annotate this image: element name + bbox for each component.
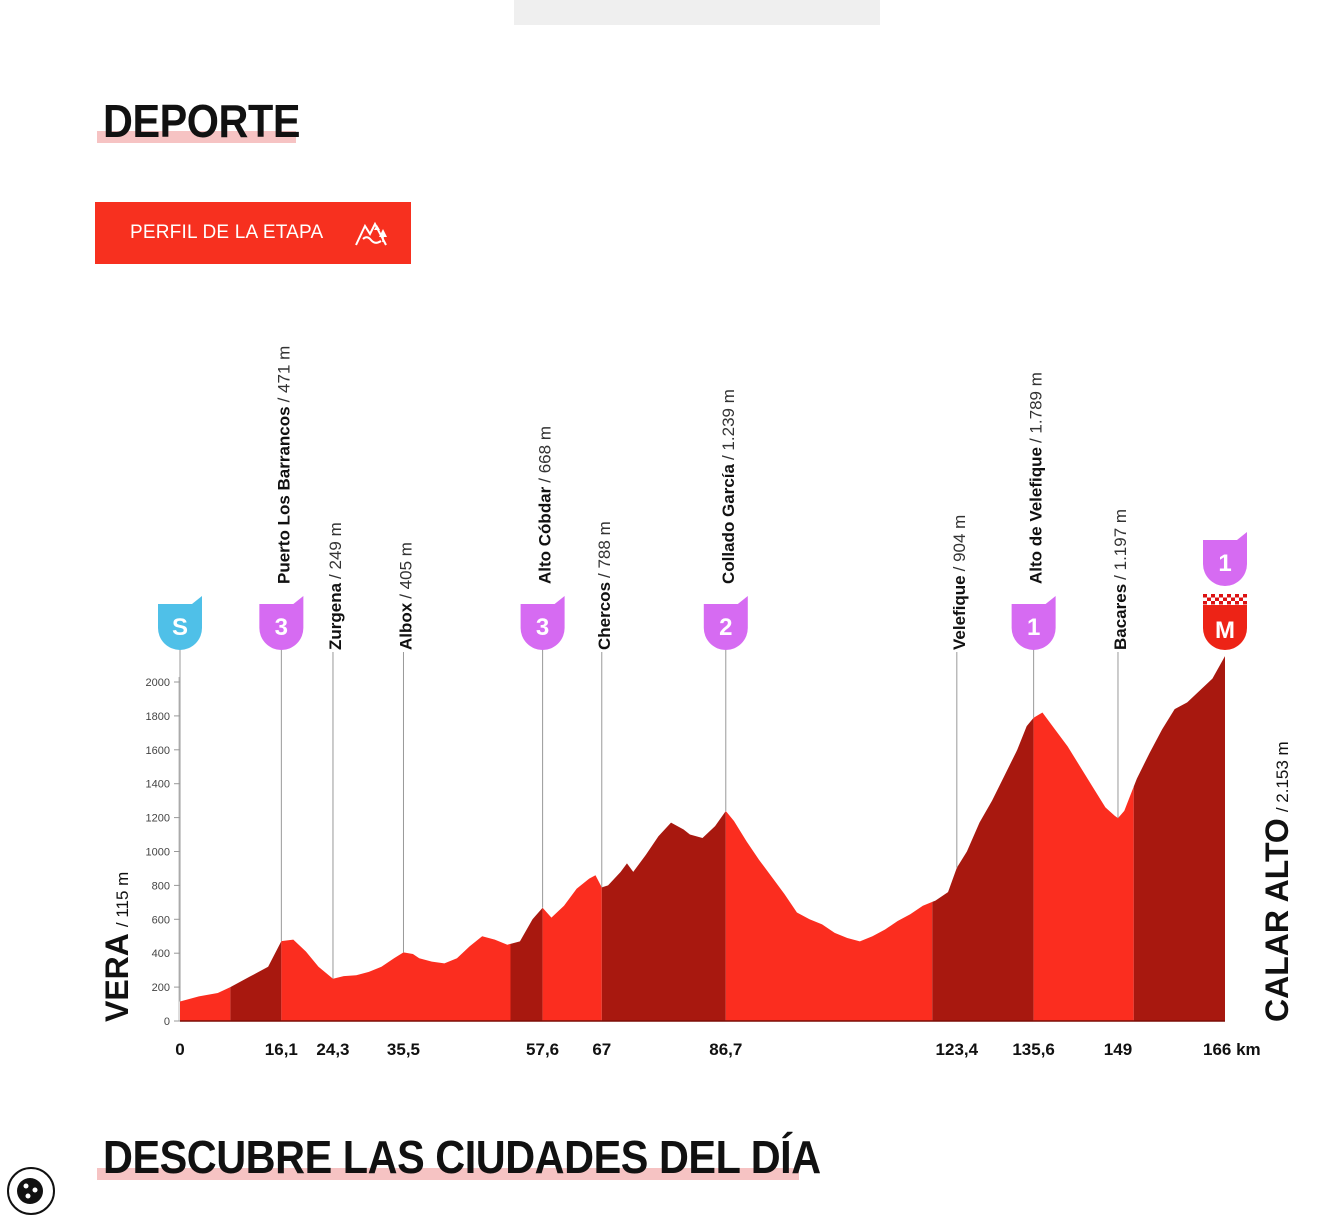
y-tick-label: 1400 bbox=[146, 779, 170, 791]
profile-section bbox=[180, 987, 231, 1021]
profile-section bbox=[1033, 712, 1134, 1021]
climb-category-badge: 3 bbox=[520, 596, 565, 650]
x-tick-label: 149 bbox=[1104, 1040, 1132, 1059]
x-tick-label: 166 km bbox=[1203, 1040, 1261, 1059]
finish-town-label: CALAR ALTO / 2.153 m bbox=[1259, 741, 1295, 1022]
stage-profile-button-label: PERFIL DE LA ETAPA bbox=[130, 222, 324, 243]
climb-category-badge: 3 bbox=[259, 596, 304, 650]
y-tick-label: 1200 bbox=[146, 813, 170, 825]
waypoint-label: Zurgena / 249 m bbox=[326, 522, 345, 650]
waypoint-altitude: / 405 m bbox=[396, 542, 415, 599]
y-tick-label: 1800 bbox=[146, 711, 170, 723]
cookie-icon[interactable] bbox=[6, 1166, 56, 1216]
waypoint-altitude: / 471 m bbox=[274, 346, 293, 403]
profile-section bbox=[230, 941, 282, 1021]
waypoint-label: Chercos / 788 m bbox=[595, 521, 614, 650]
finish-town-altitude: / 2.153 m bbox=[1273, 741, 1292, 812]
waypoint-name: Puerto Los Barrancos bbox=[274, 406, 293, 584]
x-tick-label: 86,7 bbox=[709, 1040, 742, 1059]
waypoint-altitude: / 1.239 m bbox=[719, 389, 738, 460]
waypoint-name: Collado García bbox=[719, 463, 738, 584]
climb-category-badge-text: 2 bbox=[719, 614, 732, 641]
start-town-label: VERA / 115 m bbox=[99, 872, 135, 1022]
profile-section bbox=[601, 810, 726, 1021]
profile-section bbox=[932, 717, 1034, 1021]
waypoint-altitude: / 904 m bbox=[950, 515, 969, 572]
profile-section bbox=[1133, 656, 1225, 1021]
waypoint-name: Chercos bbox=[595, 582, 614, 650]
next-section-title-underline bbox=[97, 1168, 799, 1180]
waypoint-altitude: / 249 m bbox=[326, 522, 345, 579]
waypoint-label: Alto Cóbdar / 668 m bbox=[536, 426, 555, 584]
x-tick-label: 16,1 bbox=[265, 1040, 298, 1059]
mountain-profile-icon bbox=[353, 215, 393, 251]
x-tick-label: 67 bbox=[592, 1040, 611, 1059]
x-tick-label: 135,6 bbox=[1012, 1040, 1055, 1059]
climb-category-badge-text: 3 bbox=[275, 614, 288, 641]
finish-badge: M bbox=[1203, 594, 1247, 650]
waypoint-name: Alto Cóbdar bbox=[536, 486, 555, 584]
x-tick-label: 35,5 bbox=[387, 1040, 420, 1059]
top-banner-placeholder bbox=[514, 0, 880, 25]
climb-category-badge-text: 3 bbox=[536, 614, 549, 641]
y-tick-label: 400 bbox=[152, 948, 170, 960]
y-tick-label: 2000 bbox=[146, 677, 170, 689]
waypoint-label: Alto de Velefique / 1.789 m bbox=[1027, 372, 1046, 584]
waypoint-name: Bacares bbox=[1111, 584, 1130, 650]
y-tick-label: 800 bbox=[152, 880, 170, 892]
waypoint-name: Alto de Velefique bbox=[1027, 447, 1046, 584]
finish-climb-category-badge-text: 1 bbox=[1218, 550, 1231, 577]
profile-section bbox=[510, 907, 543, 1021]
next-section-title: DESCUBRE LAS CIUDADES DEL DÍA bbox=[103, 1131, 821, 1183]
finish-climb-category-badge: 1 bbox=[1203, 532, 1247, 586]
start-town-name: VERA bbox=[99, 933, 135, 1022]
y-tick-label: 200 bbox=[152, 982, 170, 994]
climb-category-badge-text: 1 bbox=[1027, 614, 1040, 641]
section-title: DEPORTE bbox=[103, 95, 300, 147]
waypoint-altitude: / 668 m bbox=[536, 426, 555, 483]
y-tick-label: 600 bbox=[152, 914, 170, 926]
waypoint-name: Albox bbox=[396, 602, 415, 650]
x-tick-label: 0 bbox=[175, 1040, 184, 1059]
profile-section bbox=[542, 875, 602, 1021]
waypoint-label: Velefique / 904 m bbox=[950, 515, 969, 650]
waypoint-label: Albox / 405 m bbox=[396, 542, 415, 650]
stage-profile-button[interactable]: PERFIL DE LA ETAPA bbox=[95, 202, 411, 264]
waypoint-label: Puerto Los Barrancos / 471 m bbox=[274, 346, 293, 584]
finish-town-name: CALAR ALTO bbox=[1259, 818, 1295, 1022]
waypoint-label: Bacares / 1.197 m bbox=[1111, 509, 1130, 650]
start-badge: S bbox=[158, 596, 202, 650]
y-tick-label: 1000 bbox=[146, 847, 170, 859]
start-town-altitude: / 115 m bbox=[113, 872, 132, 927]
y-tick-label: 0 bbox=[164, 1016, 170, 1028]
start-badge-text: S bbox=[172, 614, 188, 641]
finish-badge-text: M bbox=[1215, 617, 1235, 644]
x-tick-label: 24,3 bbox=[316, 1040, 349, 1059]
waypoint-name: Velefique bbox=[950, 575, 969, 650]
x-tick-label: 57,6 bbox=[526, 1040, 559, 1059]
waypoint-name: Zurgena bbox=[326, 582, 345, 650]
profile-section bbox=[725, 810, 933, 1021]
section-title-underline bbox=[97, 131, 296, 143]
climb-category-badge: 2 bbox=[703, 596, 748, 650]
waypoint-altitude: / 788 m bbox=[595, 521, 614, 578]
x-tick-label: 123,4 bbox=[936, 1040, 979, 1059]
waypoint-label: Collado García / 1.239 m bbox=[719, 389, 738, 584]
y-tick-label: 1600 bbox=[146, 745, 170, 757]
waypoint-altitude: / 1.197 m bbox=[1111, 509, 1130, 580]
profile-section bbox=[281, 936, 511, 1021]
climb-category-badge: 1 bbox=[1011, 596, 1056, 650]
waypoint-altitude: / 1.789 m bbox=[1027, 372, 1046, 443]
